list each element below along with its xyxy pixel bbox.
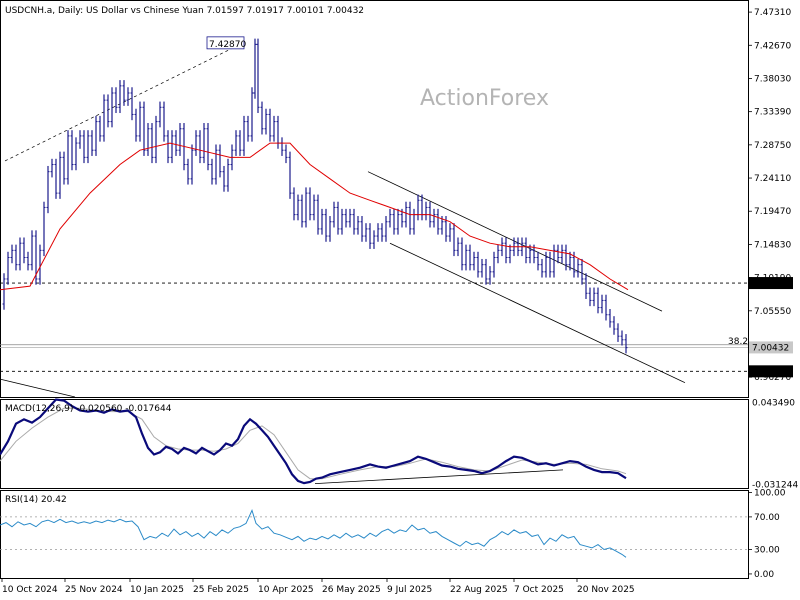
axis-layer: 7.47310 7.42670 7.38030 7.33390 7.28750 7.241… [1, 8, 798, 595]
level-tag-6-9709: 6.97090 [752, 367, 789, 377]
channel-lower-line [389, 242, 686, 384]
current-price-tag-bg [749, 341, 793, 354]
rsi-pane-frame [0, 490, 749, 579]
trendline-lower-left [0, 378, 76, 398]
price-tick-label: 6.96270 [754, 373, 791, 383]
price-tick-label: 7.28750 [754, 141, 791, 151]
high-label-box [206, 36, 245, 50]
rsi-line [0, 509, 627, 558]
macd-line [0, 398, 627, 485]
price-tick-label: 7.47310 [754, 8, 791, 18]
watermark: ActionForex [420, 86, 549, 111]
x-tick-label: 10 Jan 2025 [130, 585, 184, 595]
x-tick-label: 10 Apr 2025 [258, 585, 314, 595]
x-tick-label: 20 Nov 2025 [577, 585, 635, 595]
x-tick-label: 26 May 2025 [322, 585, 381, 595]
current-price-tag: 7.00432 [752, 343, 789, 353]
price-tick-label: 7.05550 [754, 307, 791, 317]
level-tag-6-9709-bg [749, 365, 793, 378]
rsi-tick-label: 100.00 [754, 488, 786, 498]
price-tick-label: 7.33390 [754, 108, 791, 118]
macd-layer [0, 398, 627, 485]
price-tick-label: 7.42670 [754, 41, 791, 51]
macd-tick-label: 0.043490 [752, 398, 795, 408]
macd-signal-line [0, 407, 627, 480]
rsi-label: RSI(14) 20.42 [5, 495, 67, 505]
fib-label: 38.2 [728, 337, 748, 347]
macd-pane-frame [0, 399, 749, 489]
x-tick-label: 10 Oct 2024 [2, 585, 58, 595]
price-layer: 7.42870 [0, 36, 748, 398]
x-tick-label: 7 Oct 2025 [514, 585, 564, 595]
price-tick-label: 7.24110 [754, 174, 791, 184]
price-tick-label: 7.14830 [754, 240, 791, 250]
rsi-tick-label: 0.00 [754, 570, 774, 580]
x-tick-label: 25 Feb 2025 [193, 585, 249, 595]
moving-average-line [0, 142, 629, 291]
x-tick-label: 25 Nov 2024 [65, 585, 123, 595]
channel-upper-line [367, 171, 663, 312]
price-header: USDCNH.a, Daily: US Dollar vs Chinese Yu… [5, 6, 364, 16]
x-tick-label: 22 Aug 2025 [450, 585, 508, 595]
x-tick-label: 9 Jul 2025 [387, 585, 432, 595]
rsi-layer [0, 509, 748, 558]
price-tick-label: 7.38030 [754, 74, 791, 84]
high-label: 7.42870 [209, 40, 246, 50]
price-pane-frame [0, 0, 749, 398]
macd-tick-label: -0.031244 [752, 480, 798, 490]
macd-label: MACD(12,26,9) -0.020560 -0.017644 [5, 404, 172, 414]
rsi-tick-label: 70.00 [754, 513, 780, 523]
macd-trendline [314, 469, 564, 485]
price-tick-label: 7.19470 [754, 207, 791, 217]
level-tag-7-0943: 7.09430 [752, 279, 789, 289]
rsi-tick-label: 30.00 [754, 545, 780, 555]
level-tag-7-0943-bg [749, 277, 793, 290]
